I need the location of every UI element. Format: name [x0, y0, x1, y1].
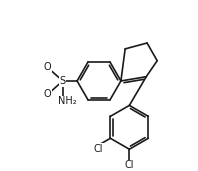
Text: O: O	[44, 62, 51, 73]
Text: O: O	[44, 89, 51, 99]
Text: NH₂: NH₂	[58, 96, 76, 106]
Text: Cl: Cl	[125, 160, 134, 170]
Text: Cl: Cl	[94, 144, 103, 154]
Text: S: S	[60, 76, 66, 86]
